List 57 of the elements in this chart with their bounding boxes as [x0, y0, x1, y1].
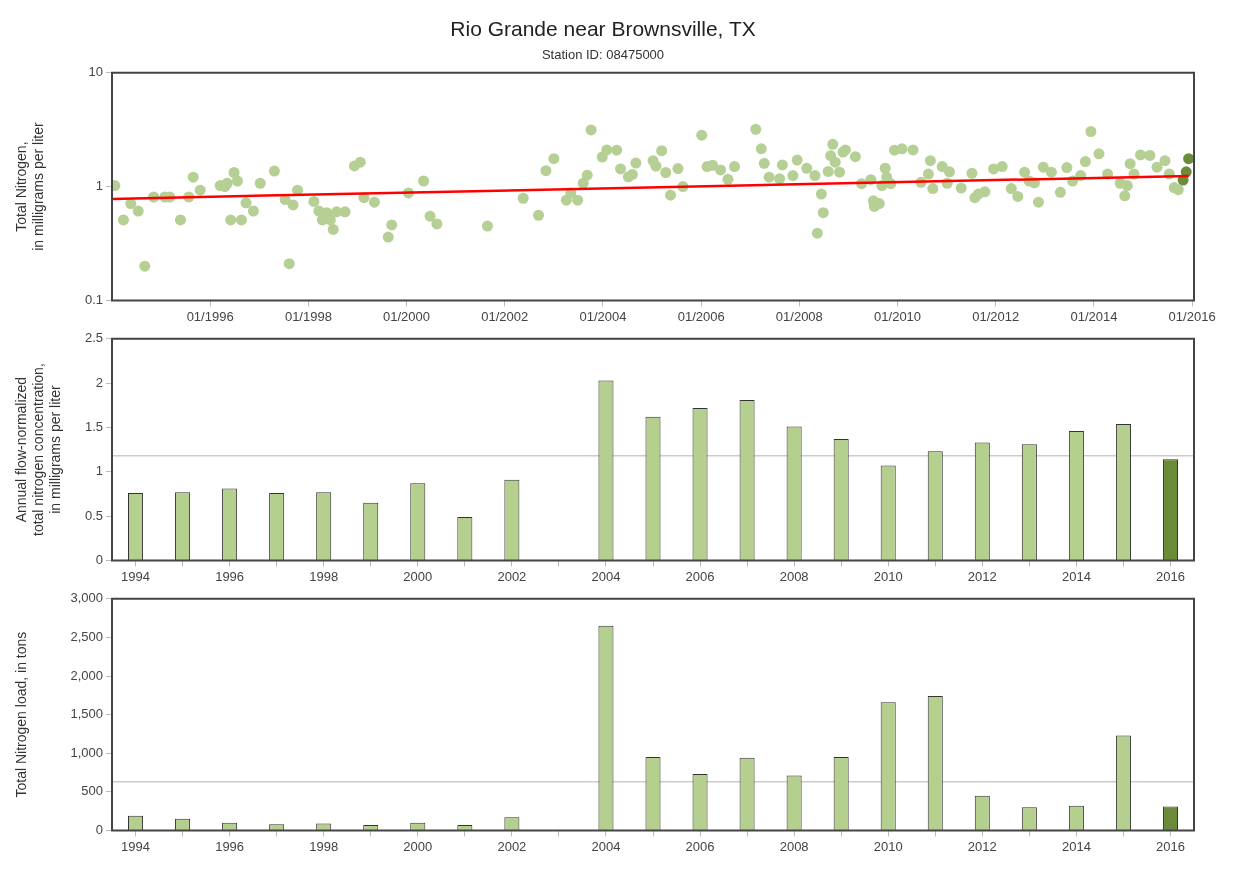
x-tick-label: 1996: [215, 568, 245, 584]
x-tick-label: 01/1998: [284, 308, 332, 324]
y-tick-label: 2,000: [70, 667, 103, 683]
chart-subtitle: Station ID: 08475000: [541, 46, 665, 62]
y-tick-label: 1,000: [70, 744, 103, 760]
x-tick-label: 01/2006: [677, 308, 725, 324]
x-tick-label: 01/2002: [481, 308, 529, 324]
x-tick-label: 01/2004: [579, 308, 627, 324]
x-tick-label: 2002: [497, 838, 527, 854]
x-tick-label: 2004: [591, 838, 621, 854]
y-tick-label: 3,000: [70, 590, 103, 606]
x-tick-label: 1994: [121, 838, 150, 854]
chart-title: Rio Grande near Brownsville, TX: [450, 17, 756, 41]
y-axis-title: Total Nitrogen load, in tons: [13, 631, 30, 798]
x-tick-label: 2008: [779, 838, 809, 854]
y-tick-label: 1: [95, 463, 103, 479]
x-tick-label: 2016: [1156, 838, 1185, 854]
x-tick-label: 2012: [967, 568, 997, 584]
x-tick-label: 01/1996: [186, 308, 234, 324]
x-tick-label: 2006: [685, 568, 715, 584]
y-tick-label: 10: [88, 64, 103, 80]
x-tick-label: 2014: [1061, 838, 1091, 854]
x-tick-label: 2000: [403, 838, 433, 854]
y-tick-label: 0.5: [84, 507, 103, 523]
y-tick-label: 0: [95, 551, 103, 567]
x-tick-label: 2002: [497, 568, 527, 584]
y-tick-label: 500: [81, 783, 103, 799]
x-tick-label: 01/2000: [383, 308, 431, 324]
y-tick-label: 2: [95, 374, 103, 390]
x-tick-label: 2016: [1156, 568, 1185, 584]
y-tick-label: 1.5: [84, 419, 103, 435]
x-tick-label: 2004: [591, 568, 621, 584]
y-tick-label: 0: [95, 821, 103, 837]
x-tick-label: 1996: [215, 838, 245, 854]
y-tick-label: 2.5: [84, 330, 103, 346]
x-tick-label: 1998: [309, 838, 339, 854]
point: [1183, 153, 1194, 165]
y-tick-label: 1,500: [70, 706, 103, 722]
x-tick-label: 01/2010: [874, 308, 922, 324]
y-axis-title: Total Nitrogen, in milligrams per liter: [13, 122, 47, 251]
x-tick-label: 1998: [309, 568, 339, 584]
y-tick-label: 0.1: [84, 291, 103, 307]
x-tick-label: 2000: [403, 568, 433, 584]
x-tick-label: 01/2008: [775, 308, 823, 324]
x-tick-label: 2006: [685, 838, 715, 854]
y-axis-title: Annual flow-normalized total nitrogen concentration, in milligrams per liter: [13, 363, 63, 536]
x-tick-label: 01/2014: [1070, 308, 1118, 324]
y-tick-label: 2,500: [70, 628, 103, 644]
x-tick-label: 2012: [967, 838, 997, 854]
x-tick-label: 1994: [121, 568, 150, 584]
x-tick-label: 01/2016: [1168, 308, 1216, 324]
x-tick-label: 01/2012: [972, 308, 1020, 324]
x-tick-label: 2010: [873, 568, 903, 584]
x-tick-label: 2014: [1061, 568, 1091, 584]
x-tick-label: 2010: [873, 838, 903, 854]
y-tick-label: 1: [95, 178, 103, 194]
x-tick-label: 2008: [779, 568, 809, 584]
